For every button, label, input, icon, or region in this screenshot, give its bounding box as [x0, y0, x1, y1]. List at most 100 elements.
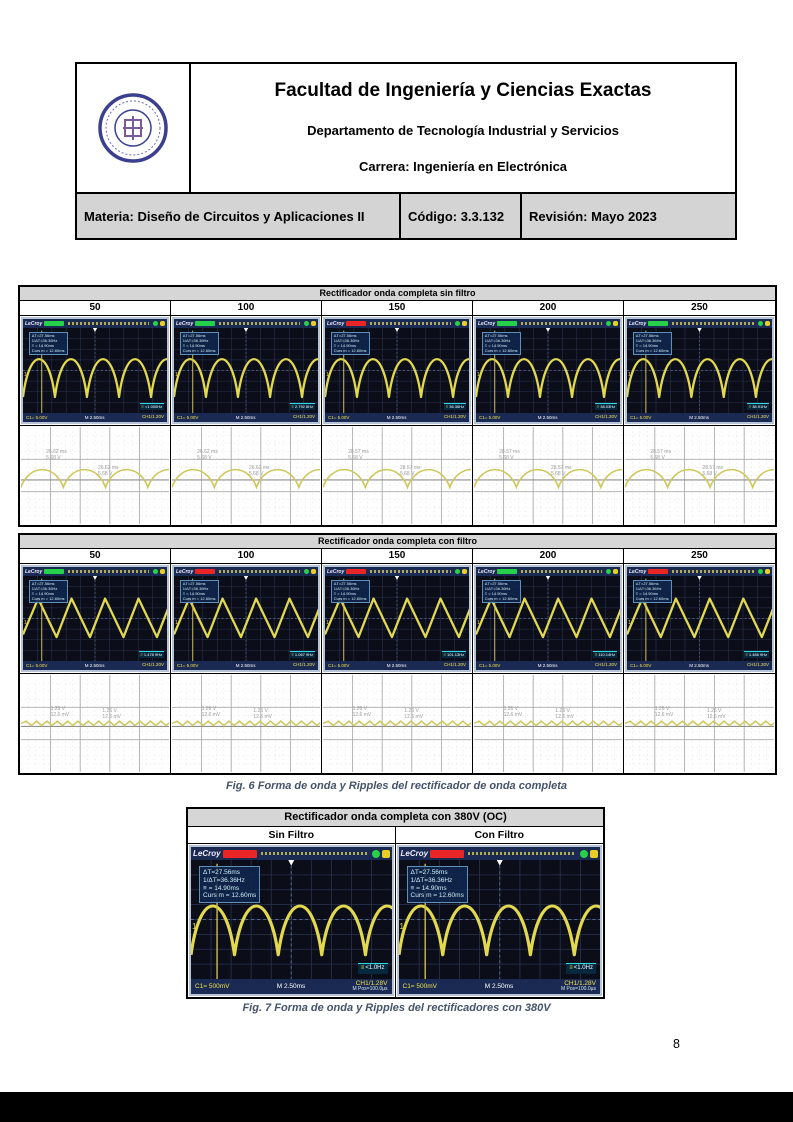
- m-pos-label: M Pos=100.0µs: [561, 986, 596, 993]
- timeline-bar: [370, 570, 451, 573]
- table-title: Rectificador onda completa con 380V (OC): [188, 809, 603, 827]
- ripple-annotation-line: 1.26 V: [102, 707, 117, 714]
- channel-scale-label: C1= 5.00V: [630, 415, 652, 420]
- ripple-grid-svg: [323, 675, 471, 772]
- measure-icon: ≡: [745, 652, 748, 658]
- ripple-annotation: 26.62 ms 5.68 V: [46, 450, 67, 462]
- scope-measurement-line: ≡ = 14.90ms: [31, 342, 54, 348]
- ripple-annotation: 28.57 ms 5.68 V: [650, 450, 671, 462]
- status-green-icon: [304, 569, 309, 574]
- ripple-chart: 1.26 V 12.6 mV 1.26 V 12.6 mV: [474, 675, 622, 772]
- table-cell: LeCroy ΔT=27.56ms 1/ΔT=36.36Hz ≡ = 14.90ms…: [395, 843, 603, 997]
- bottom-black-band: [0, 1092, 793, 1122]
- timeline-bar: [468, 852, 576, 855]
- trigger-level-label: CH1/1.20V: [443, 414, 466, 420]
- trigger-info: CH1/1.20V: [293, 662, 315, 668]
- table-title: Rectificador onda completa con filtro: [20, 535, 775, 549]
- scope-top-bar: LeCroy: [476, 319, 620, 328]
- ripple-annotation-line: 28.57 ms: [550, 464, 572, 471]
- frequency-value: <1.0Hz: [365, 965, 385, 972]
- materia-cell: Materia: Diseño de Circuitos y Aplicacio…: [84, 208, 365, 224]
- channel1-marker: 1: [192, 921, 197, 931]
- channel1-marker: 1: [326, 372, 329, 379]
- ripple-annotation: 28.57 ms 5.68 V: [702, 465, 723, 478]
- frequency-measure-strip: ≡ <1.0Hz: [566, 963, 596, 975]
- ripple-annotation-line: 1.26 V: [201, 706, 217, 712]
- ripple-annotation-line: 5.68 V: [399, 470, 415, 477]
- table-cell: 26.62 ms 5.68 V 26.62 ms 5.68 V: [20, 425, 171, 525]
- ripple-grid-svg: [21, 675, 169, 772]
- timebase-label: M 2.50ms: [689, 415, 710, 420]
- table-cell: 28.57 ms 5.68 V 28.57 ms 5.68 V: [624, 425, 775, 525]
- table-cell: LeCroy ΔT=27.56ms 1/ΔT=36.36Hz ≡ = 14.90ms…: [188, 843, 396, 997]
- frequency-measure-strip: ≡ 1.486 9Hz: [743, 651, 770, 658]
- timebase-label: M 2.50ms: [537, 415, 558, 420]
- ripple-annotation: 1.26 V 12.6 mV: [102, 707, 122, 721]
- timeline-bar: [260, 852, 368, 855]
- scope-measurement-line: 1/ΔT=36.36Hz: [182, 338, 209, 344]
- m-pos-label: M Pos=100.0µs: [352, 986, 388, 993]
- scope-screen: ΔT=27.56ms 1/ΔT=36.36Hz ≡ = 14.90ms Curs m …: [325, 576, 469, 661]
- channel-scale-label: C1= 5.00V: [630, 663, 652, 668]
- scope-measurement-line: 1/ΔT=36.36Hz: [410, 876, 453, 884]
- table-cell: LeCroy ΔT=27.56ms 1/ΔT=36.36Hz ≡ = 14.90ms…: [473, 563, 624, 673]
- ripple-annotation-line: 5.68 V: [550, 470, 566, 477]
- table-cell: LeCroy ΔT=27.56ms 1/ΔT=36.36Hz ≡ = 14.90ms…: [171, 563, 322, 673]
- ripple-annotation-line: 26.62 ms: [248, 464, 270, 471]
- column-header: Con Filtro: [474, 829, 525, 841]
- scope-screen: ΔT=27.56ms 1/ΔT=36.36Hz ≡ = 14.90ms Curs m …: [476, 328, 620, 413]
- trigger-status-badge: [44, 569, 65, 574]
- ripple-annotation-line: 12.6 mV: [102, 713, 122, 720]
- ripple-grid-svg: [323, 427, 471, 524]
- status-yellow-icon: [381, 849, 390, 858]
- table-cell: 1.26 V 12.6 mV 1.26 V 12.6 mV: [20, 673, 171, 773]
- scope-bottom-bar: C1= 5.00V M 2.50ms CH1/1.20V: [23, 661, 167, 670]
- scope-measurement-line: 1/ΔT=36.36Hz: [635, 586, 662, 592]
- ripple-chart: 26.62 ms 5.68 V 26.62 ms 5.68 V: [172, 427, 320, 524]
- measure-icon: ≡: [596, 404, 600, 410]
- figure6-caption: Fig. 6 Forma de onda y Ripples del recti…: [225, 780, 568, 792]
- table-rectificador-sin-filtro: Rectificador onda completa sin filtro 50…: [18, 285, 777, 527]
- column-header: 250: [691, 302, 708, 313]
- ripple-chart: 28.57 ms 5.68 V 28.57 ms 5.68 V: [625, 427, 774, 524]
- cursor-measurement-box: ΔT=27.56ms 1/ΔT=36.36Hz ≡ = 14.90ms Curs m …: [179, 332, 219, 356]
- frequency-value: <1.000Hz: [144, 404, 163, 410]
- trigger-level-label: CH1/1.20V: [746, 414, 769, 420]
- ripple-annotation-line: 26.62 ms: [97, 464, 119, 471]
- ripple-annotation: 26.62 ms 5.68 V: [97, 464, 119, 478]
- measure-icon: ≡: [291, 404, 294, 410]
- trigger-level-label: CH1/1.20V: [443, 662, 466, 668]
- scope-top-bar: LeCroy: [23, 567, 167, 576]
- frequency-value: 1.486 9Hz: [748, 652, 768, 658]
- status-green-icon: [580, 849, 588, 858]
- timeline-bar: [68, 322, 149, 325]
- ripple-annotation: 1.26 V 12.6 mV: [352, 706, 372, 719]
- column-header: 100: [171, 301, 322, 315]
- ripple-annotation-line: 1.26 V: [352, 706, 368, 712]
- oscilloscope-screenshot: LeCroy ΔT=27.56ms 1/ΔT=36.36Hz ≡ = 14.90ms…: [323, 317, 471, 424]
- scope-top-bar: LeCroy: [325, 319, 469, 328]
- lecroy-logo: LeCroy: [400, 849, 429, 858]
- scope-measurement-line: ≡ = 14.90ms: [182, 590, 205, 596]
- column-header-row: 50 100 150 200 250: [20, 549, 775, 563]
- ripple-annotation-line: 12.6 mV: [706, 713, 726, 720]
- ripple-annotation-line: 5.68 V: [650, 455, 665, 462]
- channel1-marker: 1: [326, 620, 329, 627]
- revision-cell: Revisión: Mayo 2023: [520, 194, 735, 238]
- scope-screen: ΔT=27.56ms 1/ΔT=36.36Hz ≡ = 14.90ms Curs m …: [325, 328, 469, 413]
- lecroy-logo: LeCroy: [629, 568, 647, 575]
- scope-measurement-line: ΔT=27.56ms: [333, 333, 357, 339]
- measure-icon: ≡: [748, 404, 752, 410]
- header-titles: Facultad de Ingeniería y Ciencias Exacta…: [191, 64, 735, 192]
- status-green-icon: [606, 321, 611, 326]
- status-yellow-icon: [613, 569, 618, 574]
- ripple-annotation-line: 26.62 ms: [197, 449, 218, 456]
- scope-measurement-line: Curs m = 12.60ms: [182, 347, 216, 353]
- table-cell: 28.57 ms 5.68 V 28.57 ms 5.68 V: [322, 425, 473, 525]
- frequency-measure-strip: ≡ 1.067 9Hz: [289, 651, 316, 658]
- timeline-bar: [521, 322, 602, 325]
- timeline-bar: [672, 570, 754, 573]
- channel1-marker: 1: [628, 372, 631, 379]
- lecroy-logo: LeCroy: [176, 320, 194, 327]
- trigger-info: CH1/1.20V: [595, 414, 617, 420]
